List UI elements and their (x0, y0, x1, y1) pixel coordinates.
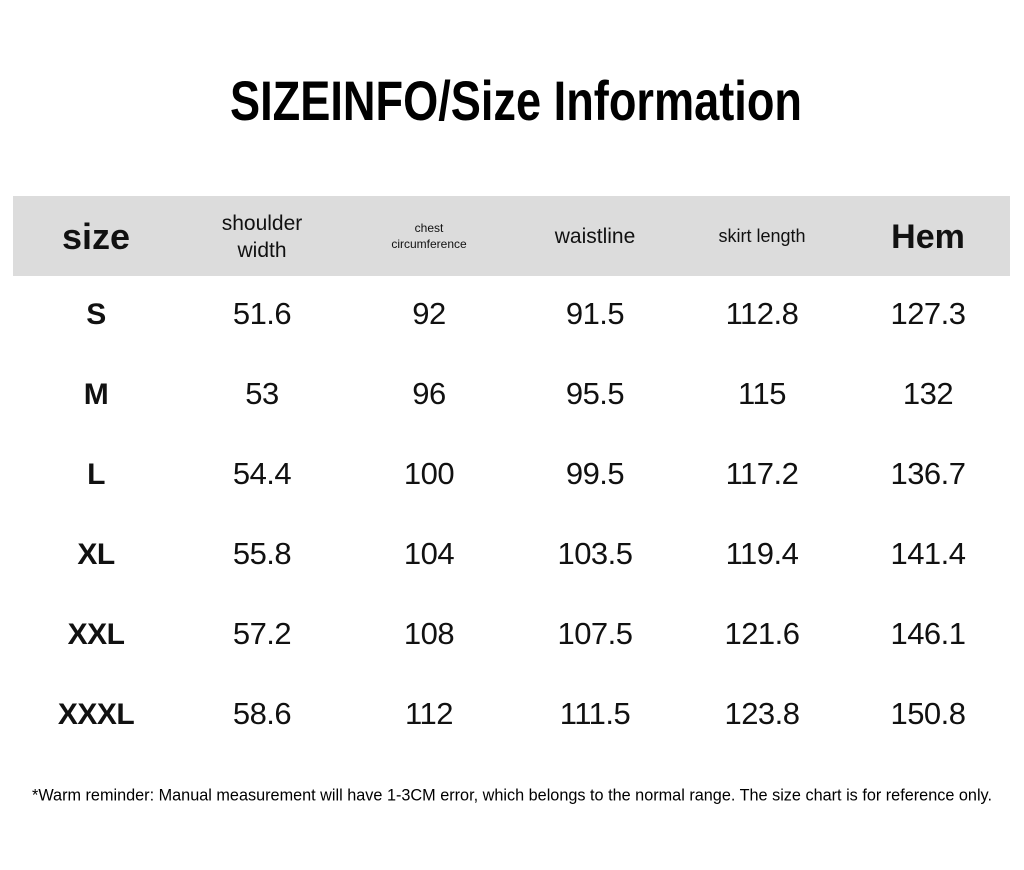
column-header: waistline (512, 198, 678, 276)
measurement: 92 (346, 284, 512, 344)
measurement-text: 141.4 (890, 535, 966, 571)
size-label-text: XXL (67, 617, 125, 651)
measurement-text: 57.2 (232, 615, 292, 651)
column-header: size (13, 198, 179, 276)
measurement: 99.5 (512, 444, 678, 504)
column-header: skirt length (679, 198, 845, 276)
column-header-text: shoulder width (221, 211, 303, 262)
measurement-text: 112.8 (725, 295, 799, 331)
measurement: 146.1 (845, 604, 1011, 664)
measurement: 108 (346, 604, 512, 664)
measurement: 112.8 (679, 284, 845, 344)
measurement-text: 119.4 (725, 535, 799, 571)
measurement: 136.7 (845, 444, 1011, 504)
size-label-text: M (83, 377, 109, 411)
measurement-text: 136.7 (890, 455, 966, 491)
measurement: 58.6 (179, 684, 345, 744)
measurement-text: 53 (245, 375, 279, 411)
size-label: S (13, 284, 179, 344)
measurement: 54.4 (179, 444, 345, 504)
header-band (13, 196, 1010, 276)
size-label: L (13, 444, 179, 504)
column-header: chest circumference (346, 198, 512, 276)
footnote: *Warm reminder: Manual measurement will … (32, 785, 992, 804)
measurement-text: 95.5 (565, 375, 625, 411)
measurement: 117.2 (679, 444, 845, 504)
footnote-area: *Warm reminder: Manual measurement will … (32, 785, 992, 804)
measurement-text: 123.8 (724, 695, 800, 731)
measurement: 104 (346, 524, 512, 584)
column-header-text: waistline (554, 225, 636, 249)
measurement: 115 (679, 364, 845, 424)
column-header: shoulder width (179, 198, 345, 276)
measurement-text: 107.5 (557, 615, 633, 651)
measurement: 132 (845, 364, 1011, 424)
measurement-text: 51.6 (232, 295, 292, 331)
measurement: 51.6 (179, 284, 345, 344)
measurement-text: 96 (412, 375, 446, 411)
measurement: 91.5 (512, 284, 678, 344)
measurement: 123.8 (679, 684, 845, 744)
measurement: 103.5 (512, 524, 678, 584)
measurement: 121.6 (679, 604, 845, 664)
measurement-text: 150.8 (890, 695, 966, 731)
title-area: SIZEINFO/Size Information (230, 69, 802, 132)
size-label: XXL (13, 604, 179, 664)
column-header-text: Hem (891, 217, 965, 256)
measurement-text: 108 (403, 615, 455, 651)
measurement: 119.4 (679, 524, 845, 584)
measurement: 57.2 (179, 604, 345, 664)
column-header-text: chest circumference (391, 221, 467, 251)
measurement-text: 132 (902, 375, 954, 411)
measurement-text: 92 (412, 295, 446, 331)
measurement-text: 55.8 (232, 535, 292, 571)
measurement: 100 (346, 444, 512, 504)
measurement: 111.5 (512, 684, 678, 744)
measurement-text: 112 (405, 695, 453, 731)
measurement-text: 111.5 (559, 695, 631, 731)
title: SIZEINFO/Size Information (230, 69, 802, 132)
size-label-text: XL (77, 537, 115, 571)
measurement-text: 91.5 (565, 295, 625, 331)
measurement-text: 99.5 (565, 455, 625, 491)
column-header: Hem (845, 198, 1011, 276)
size-label: M (13, 364, 179, 424)
measurement-text: 58.6 (232, 695, 292, 731)
measurement-text: 146.1 (890, 615, 966, 651)
measurement: 127.3 (845, 284, 1011, 344)
measurement: 95.5 (512, 364, 678, 424)
measurement-text: 127.3 (890, 295, 966, 331)
column-header-text: size (61, 215, 131, 257)
size-label: XXXL (13, 684, 179, 744)
size-label: XL (13, 524, 179, 584)
measurement-text: 115 (738, 375, 786, 411)
measurement-text: 104 (403, 535, 455, 571)
measurement: 141.4 (845, 524, 1011, 584)
size-label-text: XXXL (57, 697, 135, 731)
column-header-text: skirt length (718, 226, 806, 247)
size-label-text: S (86, 297, 106, 331)
size-label-text: L (87, 457, 105, 491)
measurement: 55.8 (179, 524, 345, 584)
measurement: 112 (346, 684, 512, 744)
measurement: 107.5 (512, 604, 678, 664)
measurement-text: 117.2 (725, 455, 799, 491)
measurement: 150.8 (845, 684, 1011, 744)
measurement-text: 54.4 (232, 455, 292, 491)
measurement-text: 100 (403, 455, 455, 491)
measurement-text: 103.5 (557, 535, 633, 571)
measurement-text: 121.6 (724, 615, 800, 651)
measurement: 96 (346, 364, 512, 424)
measurement: 53 (179, 364, 345, 424)
